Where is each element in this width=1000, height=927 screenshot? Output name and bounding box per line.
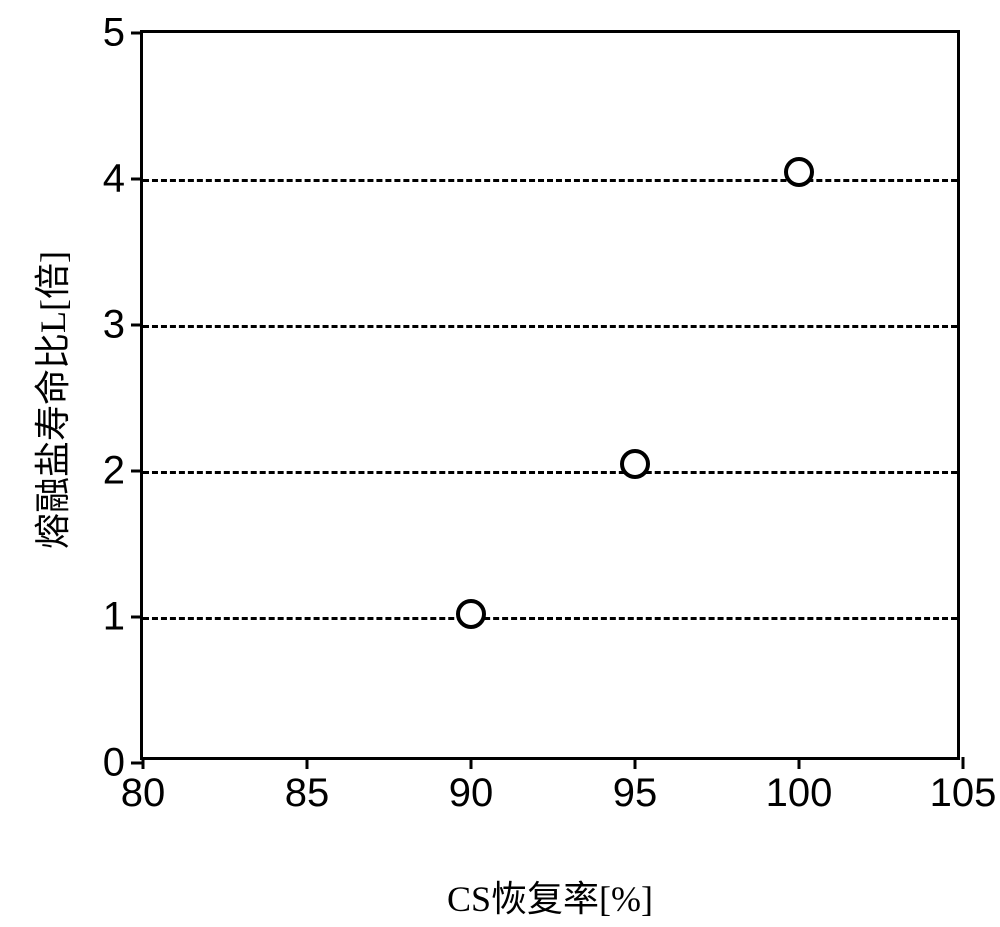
y-tick-label: 5	[103, 11, 125, 56]
gridline	[143, 471, 957, 474]
y-tick-mark	[131, 470, 143, 473]
data-point	[784, 157, 814, 187]
x-tick-mark	[962, 757, 965, 769]
plot-area: 01234580859095100105	[140, 30, 960, 760]
y-tick-mark	[131, 324, 143, 327]
x-tick-label: 105	[930, 771, 997, 816]
chart-container: 01234580859095100105 熔融盐寿命比L[倍] CS恢复率[%]	[0, 0, 1000, 927]
y-tick-label: 4	[103, 157, 125, 202]
x-tick-label: 85	[285, 771, 330, 816]
y-tick-mark	[131, 178, 143, 181]
x-tick-mark	[798, 757, 801, 769]
y-tick-mark	[131, 32, 143, 35]
x-tick-label: 80	[121, 771, 166, 816]
x-tick-label: 100	[766, 771, 833, 816]
y-tick-label: 2	[103, 449, 125, 494]
y-tick-label: 1	[103, 595, 125, 640]
y-axis-label: 熔融盐寿命比L[倍]	[24, 251, 76, 549]
data-point	[620, 449, 650, 479]
y-tick-mark	[131, 616, 143, 619]
gridline	[143, 617, 957, 620]
gridline	[143, 325, 957, 328]
data-point	[456, 599, 486, 629]
y-tick-label: 3	[103, 303, 125, 348]
gridline	[143, 179, 957, 182]
x-axis-label: CS恢复率[%]	[447, 870, 653, 922]
x-tick-mark	[470, 757, 473, 769]
x-tick-mark	[142, 757, 145, 769]
x-tick-label: 90	[449, 771, 494, 816]
x-tick-mark	[634, 757, 637, 769]
x-tick-mark	[306, 757, 309, 769]
x-tick-label: 95	[613, 771, 658, 816]
